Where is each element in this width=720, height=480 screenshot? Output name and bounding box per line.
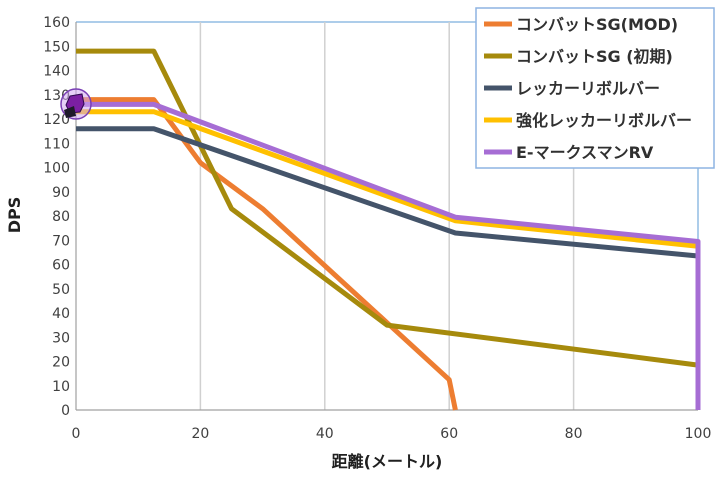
y-tick-label: 100 <box>43 161 70 177</box>
series-line-3 <box>76 126 699 259</box>
legend-label: E-マークスマンRV <box>516 143 654 162</box>
legend-label: 強化レッカーリボルバー <box>516 111 692 130</box>
x-tick-label: 20 <box>191 426 209 442</box>
y-tick-label: 110 <box>43 136 70 152</box>
legend-label: コンバットSG(MOD) <box>516 15 678 34</box>
series-layer <box>76 48 701 411</box>
x-tick-labels: 0 20 40 60 80 100 <box>72 426 712 442</box>
y-tick-label: 30 <box>52 330 70 346</box>
series-line-2 <box>76 48 699 368</box>
x-axis-title: 距離(メートル) <box>332 452 443 471</box>
series-line-5 <box>76 101 701 410</box>
y-axis-title: DPS <box>5 197 24 234</box>
y-tick-label: 20 <box>52 355 70 371</box>
y-tick-label: 140 <box>43 64 70 80</box>
legend-box <box>475 7 715 169</box>
legend-label: レッカーリボルバー <box>516 79 660 98</box>
y-tick-label: 70 <box>52 233 70 249</box>
x-tick-label: 0 <box>72 426 81 442</box>
marker-icon <box>60 88 92 120</box>
legend-label: コンバットSG (初期) <box>516 47 673 66</box>
x-tick-label: 60 <box>440 426 458 442</box>
y-tick-label: 120 <box>43 112 70 128</box>
x-tick-label: 100 <box>685 426 712 442</box>
y-tick-label: 60 <box>52 258 70 274</box>
y-tick-label: 150 <box>43 39 70 55</box>
x-tick-label: 80 <box>565 426 583 442</box>
y-tick-label: 80 <box>52 209 70 225</box>
y-tick-label: 10 <box>52 379 70 395</box>
legend: コンバットSG(MOD) コンバットSG (初期) レッカーリボルバー強化レッカーリ… <box>475 7 715 169</box>
y-tick-label: 40 <box>52 306 70 322</box>
y-tick-label: 90 <box>52 185 70 201</box>
series-line-1 <box>76 97 458 411</box>
y-tick-label: 50 <box>52 282 70 298</box>
x-tick-label: 40 <box>316 426 334 442</box>
series-line-4 <box>76 109 699 249</box>
y-tick-label: 160 <box>43 15 70 31</box>
y-tick-label: 0 <box>61 403 70 419</box>
